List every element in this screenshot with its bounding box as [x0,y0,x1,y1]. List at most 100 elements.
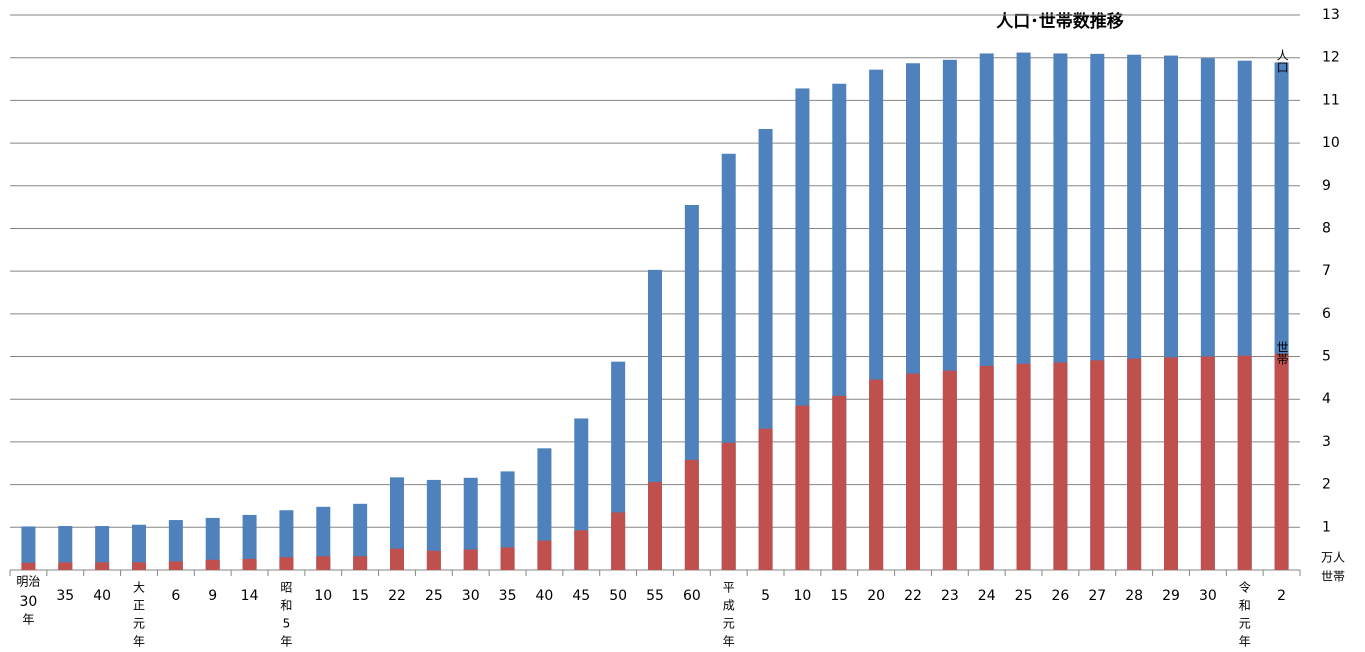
bar [463,477,478,570]
x-tick-label: 22 [388,588,406,604]
bar [500,471,515,570]
x-tick-label: 成 [723,599,735,613]
bar [95,526,110,570]
x-tick-label: 2 [1277,588,1286,604]
bar [1053,362,1068,570]
x-tick-label: 40 [536,588,554,604]
bar [537,448,552,570]
bar [58,526,73,570]
x-tick-label: 元 [133,617,145,631]
bar [574,530,589,570]
x-tick-label: 20 [867,588,885,604]
legend-label: 人口 [1275,49,1289,73]
y-tick-label: 3 [1322,434,1331,450]
bar [1016,363,1031,570]
bar [1200,356,1215,570]
x-tick-label: 10 [314,588,332,604]
bar [132,562,146,570]
x-tick-label: 30 [20,594,38,610]
x-tick-label: 15 [830,588,848,604]
bar [979,365,994,570]
x-tick-label: 45 [572,588,590,604]
bar [426,479,441,570]
bar [21,526,36,570]
unit-label: 世帯 [1321,570,1345,584]
chart-title: 人口･世帯数推移 [996,11,1124,32]
bar [906,373,920,570]
x-tick-label: 5 [283,617,291,631]
bar [684,459,699,570]
x-tick-label: 29 [1162,588,1180,604]
bar [168,561,183,570]
x-tick-label: 5 [761,588,770,604]
bar [426,550,441,570]
bar [316,506,331,570]
bar [205,559,220,570]
bar [758,428,773,570]
legend-label: 世帯 [1275,341,1289,365]
x-tick-label: 25 [425,588,443,604]
bar [279,557,294,570]
bar [316,556,331,570]
y-tick-label: 6 [1322,306,1331,322]
x-tick-label: 26 [1052,588,1070,604]
x-tick-label: 昭 [280,581,292,595]
bar [648,482,662,570]
x-tick-label: 14 [241,588,259,604]
x-tick-label: 6 [171,588,180,604]
bar [942,370,957,570]
bar [242,558,257,570]
unit-label: 万人 [1321,551,1345,565]
bar [205,517,220,570]
y-tick-label: 7 [1322,263,1331,279]
y-tick-label: 2 [1322,477,1331,493]
x-tick-label: 年 [22,613,34,627]
bar [1274,353,1289,570]
x-tick-label: 27 [1088,588,1106,604]
bar [168,520,183,570]
x-tick-label: 令 [1239,580,1251,595]
x-tick-label: 22 [904,588,922,604]
x-tick-label: 23 [941,588,959,604]
y-tick-label: 5 [1322,349,1331,365]
x-tick-label: 30 [462,588,480,604]
bar [537,540,552,570]
bar [795,405,810,570]
x-tick-label: 年 [280,635,292,649]
x-tick-label: 15 [351,588,369,604]
y-tick-label: 11 [1322,92,1340,108]
bar [353,556,368,570]
bar [832,395,847,570]
y-tick-label: 9 [1322,178,1331,194]
x-tick-label: 35 [56,588,74,604]
x-tick-label: 28 [1125,588,1143,604]
bar [1090,360,1105,570]
x-tick-label: 和 [1239,599,1251,613]
bar [58,562,73,570]
x-tick-label: 10 [794,588,812,604]
x-tick-label: 24 [978,588,996,604]
y-tick-label: 10 [1322,135,1340,151]
bar [242,514,257,570]
x-tick-label: 元 [723,617,735,631]
x-tick-label: 平 [723,581,735,595]
x-tick-label: 年 [1239,635,1251,649]
bar [611,512,626,570]
y-tick-label: 12 [1322,50,1340,66]
x-tick-label: 年 [723,635,735,649]
x-tick-label: 40 [93,588,111,604]
x-tick-label: 正 [133,599,145,613]
bar [390,548,404,570]
x-tick-label: 9 [208,588,217,604]
x-tick-label: 明治 [16,575,40,589]
y-tick-label: 1 [1322,519,1331,535]
bar [869,379,884,570]
bar [132,524,146,570]
bar [21,562,36,570]
x-tick-label: 和 [280,599,292,613]
x-tick-label: 大 [133,581,145,595]
bar [390,477,404,570]
bar [95,562,110,570]
bar [1237,355,1252,570]
